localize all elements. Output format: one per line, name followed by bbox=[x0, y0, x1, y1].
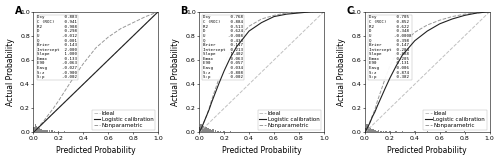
Bar bbox=[199, 127, 200, 132]
Bar bbox=[376, 131, 378, 132]
Bar bbox=[42, 130, 43, 132]
Bar bbox=[209, 129, 210, 132]
Bar bbox=[368, 126, 369, 132]
Bar bbox=[203, 126, 204, 132]
Bar bbox=[378, 130, 380, 132]
Legend: Ideal, Logistic calibration, Nonparametric: Ideal, Logistic calibration, Nonparametr… bbox=[258, 110, 321, 130]
X-axis label: Predicted Probability: Predicted Probability bbox=[222, 147, 302, 155]
Bar bbox=[368, 127, 370, 132]
Bar bbox=[49, 130, 50, 132]
Text: Dxy        0.883
C (ROC)    0.941
R2         0.908
D          0.298
U         -0: Dxy 0.883 C (ROC) 0.941 R2 0.908 D 0.298… bbox=[37, 15, 77, 79]
Bar bbox=[52, 130, 53, 132]
Bar bbox=[230, 131, 231, 132]
Bar bbox=[202, 125, 203, 132]
Bar bbox=[402, 131, 403, 132]
Bar bbox=[220, 131, 221, 132]
Text: Dxy        0.705
C (ROC)    0.852
R2         0.622
D          0.348
U         -0: Dxy 0.705 C (ROC) 0.852 R2 0.622 D 0.348… bbox=[368, 15, 411, 79]
Bar bbox=[44, 130, 45, 132]
Bar bbox=[38, 128, 40, 132]
Bar bbox=[217, 131, 218, 132]
Bar bbox=[380, 131, 382, 132]
Bar bbox=[214, 130, 216, 132]
Bar bbox=[370, 128, 372, 132]
Bar bbox=[44, 130, 46, 132]
Bar bbox=[386, 131, 387, 132]
Bar bbox=[40, 129, 41, 132]
Y-axis label: Actual Probability: Actual Probability bbox=[6, 38, 15, 106]
Bar bbox=[383, 131, 384, 132]
Bar bbox=[372, 129, 374, 132]
Bar bbox=[224, 131, 225, 132]
Bar bbox=[206, 128, 208, 132]
Bar bbox=[37, 128, 38, 132]
Bar bbox=[34, 127, 35, 132]
Text: C: C bbox=[346, 6, 354, 16]
Bar bbox=[210, 130, 212, 132]
Bar bbox=[365, 128, 366, 132]
Bar bbox=[64, 131, 66, 132]
Text: B: B bbox=[180, 6, 188, 16]
Bar bbox=[36, 126, 38, 132]
X-axis label: Predicted Probability: Predicted Probability bbox=[56, 147, 136, 155]
Bar bbox=[371, 129, 372, 132]
Bar bbox=[46, 130, 48, 132]
X-axis label: Predicted Probability: Predicted Probability bbox=[388, 147, 467, 155]
Legend: Ideal, Logistic calibration, Nonparametric: Ideal, Logistic calibration, Nonparametr… bbox=[424, 110, 487, 130]
Bar bbox=[204, 127, 206, 132]
Bar bbox=[366, 124, 368, 132]
Bar bbox=[41, 129, 42, 132]
Bar bbox=[58, 131, 59, 132]
Text: A: A bbox=[15, 6, 22, 16]
Legend: Ideal, Logistic calibration, Nonparametric: Ideal, Logistic calibration, Nonparametr… bbox=[92, 110, 156, 130]
Bar bbox=[34, 124, 36, 132]
Bar bbox=[212, 129, 214, 132]
Bar bbox=[206, 127, 207, 132]
Text: Dxy        0.768
C (ROC)    0.884
R2         0.513
D          0.624
U         -0: Dxy 0.768 C (ROC) 0.884 R2 0.513 D 0.624… bbox=[203, 15, 243, 79]
Y-axis label: Actual Probability: Actual Probability bbox=[337, 38, 346, 106]
Bar bbox=[200, 124, 202, 132]
Bar bbox=[375, 130, 376, 132]
Bar bbox=[208, 128, 210, 132]
Bar bbox=[374, 130, 375, 132]
Y-axis label: Actual Probability: Actual Probability bbox=[172, 38, 180, 106]
Bar bbox=[54, 131, 56, 132]
